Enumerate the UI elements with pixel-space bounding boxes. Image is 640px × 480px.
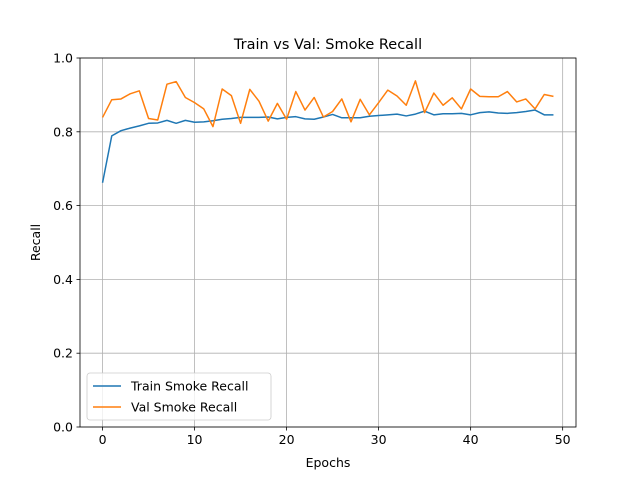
x-tick-label: 0: [99, 432, 107, 447]
y-tick-label: 0.4: [53, 272, 73, 287]
y-tick-label: 0.0: [53, 420, 73, 435]
y-axis-label: Recall: [28, 224, 43, 261]
chart-title: Train vs Val: Smoke Recall: [233, 37, 422, 53]
legend-label: Train Smoke Recall: [130, 379, 248, 394]
plot-frame: [79, 57, 577, 428]
y-tick-label: 1.0: [53, 51, 73, 66]
y-tick-label: 0.8: [53, 124, 73, 139]
x-tick-label: 10: [187, 432, 203, 447]
series-line-1: [101, 80, 554, 128]
legend: Train Smoke Recall Val Smoke Recall: [86, 372, 272, 421]
series-group: [101, 80, 554, 183]
legend-box: [86, 372, 272, 421]
y-tick-label: 0.6: [53, 198, 73, 213]
series-line-0: [101, 109, 554, 183]
x-tick-label: 50: [555, 432, 571, 447]
x-tick-label: 40: [463, 432, 479, 447]
ticks: 0 10 20 30 40 50 0.0 0.2 0.4 0.6 0.8 1.0: [53, 51, 571, 448]
legend-label: Val Smoke Recall: [131, 400, 237, 415]
x-tick-label: 30: [371, 432, 387, 447]
x-tick-label: 20: [279, 432, 295, 447]
x-axis-label: Epochs: [306, 455, 351, 470]
y-tick-label: 0.2: [53, 346, 73, 361]
